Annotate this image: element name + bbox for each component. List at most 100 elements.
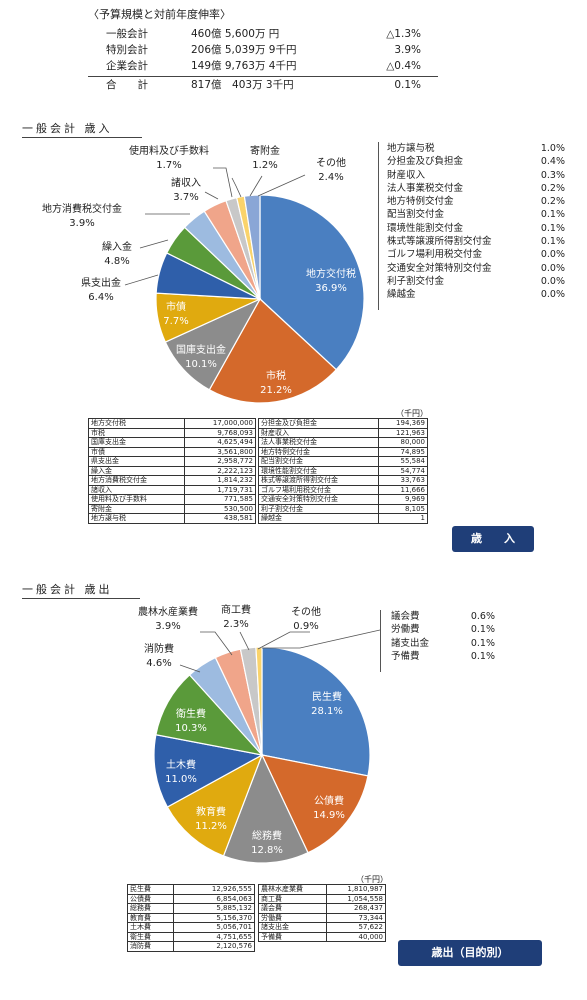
table-row: 地方消費税交付金 1,814,232 bbox=[87, 475, 256, 486]
table-row: 法人事業税交付金 80,000 bbox=[258, 437, 428, 448]
table-cell-value: 54,774 bbox=[377, 465, 428, 476]
table-cell-label: 民生費 bbox=[126, 884, 175, 895]
slice-name: 使用料及び手数料 bbox=[129, 146, 209, 157]
leader-line bbox=[139, 239, 169, 249]
table-cell-value: 4,751,655 bbox=[173, 931, 255, 942]
slice-pct: 10.1% bbox=[185, 359, 217, 370]
slice-name: 地方交付税 bbox=[306, 269, 356, 280]
other-item: 地方特例交付金 0.2% bbox=[387, 195, 565, 208]
expenditure-table-right: 農林水産業費 1,810,987 商工費 1,054,558 議会費 268,437 労働費… bbox=[257, 884, 386, 942]
other-item: 法人事業税交付金 0.2% bbox=[387, 182, 565, 195]
slice-name: 市税 bbox=[266, 371, 286, 382]
table-cell-value: 1,054,558 bbox=[326, 893, 386, 904]
other-item-pct: 1.0% bbox=[540, 143, 565, 154]
table-cell-value: 121,963 bbox=[377, 427, 428, 438]
revenue-table-right: 分担金及び負担金 194,369 財産収入 121,963 法人事業税交付金 80,000… bbox=[258, 418, 428, 524]
table-cell-value: 5,156,370 bbox=[173, 912, 255, 923]
expenditure-slice-label: 農林水産業費 3.9% bbox=[128, 606, 208, 634]
table-row: 国庫支出金 4,625,494 bbox=[87, 437, 256, 448]
table-cell-label: 国庫支出金 bbox=[87, 437, 186, 448]
table-row: 総務費 5,885,132 bbox=[126, 903, 255, 914]
revenue-other-breakdown: 地方譲与税 1.0% 分担金及び負担金 0.4% 財産収入 0.3% 法人事業税交付金… bbox=[378, 142, 565, 310]
other-item-pct: 0.2% bbox=[540, 196, 565, 208]
expenditure-button[interactable]: 歳出（目的別） bbox=[398, 940, 542, 966]
slice-pct: 4.8% bbox=[104, 256, 130, 267]
other-item-name: ゴルフ場利用税交付金 bbox=[387, 249, 483, 261]
slice-pct: 10.3% bbox=[175, 723, 207, 734]
table-cell-value: 11,666 bbox=[377, 484, 428, 495]
slice-pct: 28.1% bbox=[311, 706, 343, 717]
other-item: 環境性能割交付金 0.1% bbox=[387, 222, 565, 235]
slice-name: 諸収入 bbox=[171, 178, 201, 189]
table-cell-value: 530,500 bbox=[184, 503, 256, 514]
expenditure-pie bbox=[153, 646, 371, 864]
table-cell-label: 分担金及び負担金 bbox=[258, 418, 379, 429]
other-item: 地方譲与税 1.0% bbox=[387, 142, 565, 155]
other-item-name: 地方譲与税 bbox=[387, 143, 435, 154]
other-item-pct: 0.0% bbox=[540, 262, 565, 274]
other-item-pct: 0.1% bbox=[540, 236, 565, 248]
revenue-table-left: 地方交付税 17,000,000 市税 9,768,093 国庫支出金 4,625,494… bbox=[87, 418, 256, 524]
table-cell-value: 12,926,555 bbox=[173, 884, 255, 895]
table-cell-value: 771,585 bbox=[184, 494, 256, 505]
budget-row-rate: △0.4% bbox=[386, 60, 421, 72]
leader-line bbox=[249, 175, 263, 197]
leader-line bbox=[213, 167, 233, 198]
table-cell-value: 40,000 bbox=[326, 931, 386, 942]
table-row: 農林水産業費 1,810,987 bbox=[257, 884, 386, 895]
table-cell-value: 33,763 bbox=[377, 475, 428, 486]
table-cell-label: 地方譲与税 bbox=[87, 513, 186, 524]
leader-line bbox=[179, 664, 201, 673]
other-item-name: 法人事業税交付金 bbox=[387, 182, 464, 194]
table-row: 教育費 5,156,370 bbox=[126, 912, 255, 923]
table-cell-value: 55,584 bbox=[377, 456, 428, 467]
table-cell-value: 5,885,132 bbox=[173, 903, 255, 914]
table-cell-value: 73,344 bbox=[326, 912, 386, 923]
revenue-slice-label: 地方交付税 36.9% bbox=[296, 268, 366, 296]
table-cell-label: 法人事業税交付金 bbox=[258, 437, 379, 448]
revenue-slice-label: 諸収入 3.7% bbox=[164, 177, 208, 205]
other-item: 財産収入 0.3% bbox=[387, 169, 565, 182]
expenditure-slice-label: 土木費 11.0% bbox=[158, 759, 204, 787]
budget-row: 特別会計 206億 5,039万 9千円 3.9% bbox=[88, 42, 438, 58]
table-row: 市税 9,768,093 bbox=[87, 427, 256, 438]
table-row: 株式等譲渡所得割交付金 33,763 bbox=[258, 475, 428, 486]
table-cell-value: 6,854,063 bbox=[173, 893, 255, 904]
expenditure-other-breakdown: 議会費 0.6% 労働費 0.1% 諸支出金 0.1% 予備費 0.1% bbox=[380, 610, 495, 672]
revenue-pie bbox=[155, 194, 365, 404]
pie-slice bbox=[222, 753, 309, 864]
other-item-pct: 0.1% bbox=[470, 624, 495, 636]
slice-name: 土木費 bbox=[166, 760, 196, 771]
table-row: 寄附金 530,500 bbox=[87, 503, 256, 514]
budget-total-row: 合 計 817億 403万 3千円 0.1% bbox=[88, 76, 438, 93]
budget-total-amount: 817億 403万 3千円 bbox=[191, 79, 294, 91]
expenditure-slice-label: 民生費 28.1% bbox=[302, 691, 352, 719]
table-row: 地方譲与税 438,581 bbox=[87, 513, 256, 524]
slice-name: 民生費 bbox=[312, 692, 342, 703]
table-cell-label: 利子割交付金 bbox=[258, 503, 379, 514]
expenditure-table-left: 民生費 12,926,555 公債費 6,854,063 総務費 5,885,132 教育費… bbox=[126, 884, 255, 952]
slice-pct: 12.8% bbox=[251, 845, 283, 856]
table-cell-label: 県支出金 bbox=[87, 456, 186, 467]
table-cell-label: 諸収入 bbox=[87, 484, 186, 495]
other-item-pct: 0.3% bbox=[540, 169, 565, 181]
slice-pct: 14.9% bbox=[313, 810, 345, 821]
table-cell-value: 9,768,093 bbox=[184, 427, 256, 438]
other-item-pct: 0.6% bbox=[470, 611, 495, 622]
table-cell-value: 2,120,576 bbox=[173, 941, 255, 952]
table-row: 公債費 6,854,063 bbox=[126, 893, 255, 904]
table-cell-label: 繰越金 bbox=[258, 513, 379, 524]
budget-row-amount: 460億 5,600万 円 bbox=[191, 28, 280, 40]
revenue-button[interactable]: 歳 入 bbox=[452, 526, 534, 552]
revenue-slice-label: 市税 21.2% bbox=[256, 370, 296, 398]
slice-name: その他 bbox=[291, 607, 321, 618]
other-item-pct: 0.1% bbox=[540, 222, 565, 234]
leader-line bbox=[257, 631, 310, 650]
budget-total-name: 合 計 bbox=[106, 79, 148, 91]
expenditure-slice-label: 衛生費 10.3% bbox=[168, 708, 214, 736]
table-cell-value: 57,622 bbox=[326, 922, 386, 933]
table-cell-value: 74,895 bbox=[377, 446, 428, 457]
expenditure-slice-label: 商工費 2.3% bbox=[214, 604, 258, 632]
slice-name: 寄附金 bbox=[250, 146, 280, 157]
